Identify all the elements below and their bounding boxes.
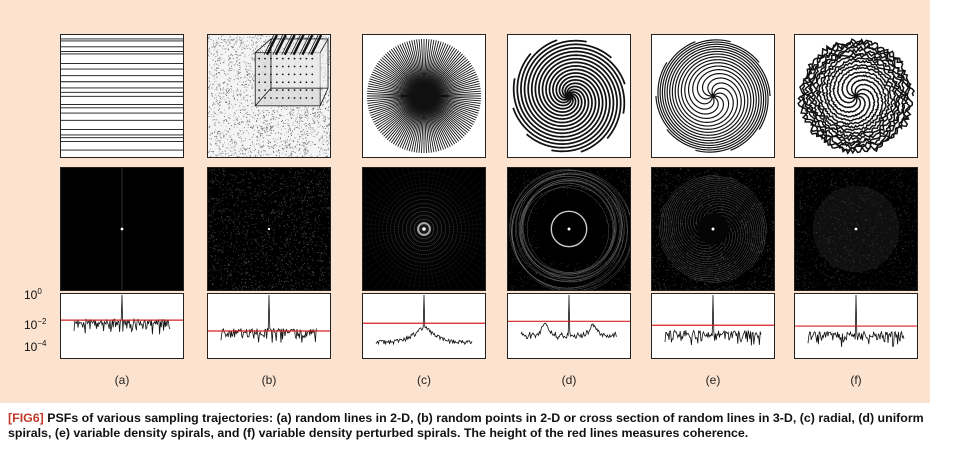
column-e: (e) [651,0,775,403]
psf-profile [375,294,473,346]
coherence-plot-a [60,293,184,359]
trajectory-image-d [507,34,631,158]
y-tick-1e-4: 10−4 [24,339,47,354]
psf-image-e [651,167,775,291]
column-d: (d) [507,0,631,403]
trajectory-image-f [794,34,918,158]
coherence-plot-c [362,293,486,359]
column-b: (b) [207,0,331,403]
column-a: (a) [60,0,184,403]
trajectory-image-e [651,34,775,158]
trajectory-image-c [362,34,486,158]
column-f: (f) [794,0,918,403]
panel-label-a: (a) [114,373,130,387]
panel-label-c: (c) [417,373,431,387]
y-tick-1e-2: 10−2 [24,317,47,332]
figure-caption: [FIG6] PSFs of various sampling trajecto… [8,411,938,441]
panel-label-d: (d) [561,373,577,387]
coherence-plot-b [207,293,331,359]
psf-image-c [362,167,486,291]
y-tick-1e0: 100 [24,287,42,302]
coherence-plot-f [794,293,918,359]
psf-image-f [794,167,918,291]
psf-image-d [507,167,631,291]
figure-tag: [FIG6] [8,411,44,425]
panel-label-b: (b) [261,373,277,387]
panel-label-e: (e) [705,373,721,387]
psf-profile [520,294,618,341]
psf-image-b [207,167,331,291]
psf-profile [73,294,171,335]
psf-profile [807,294,905,348]
caption-text: PSFs of various sampling trajectories: (… [8,411,924,440]
column-c: (c) [362,0,486,403]
figure-panel: 100 10−2 10−4 (a) (b) (c) (d) (e) (f) [0,0,930,403]
psf-profile [664,294,762,346]
coherence-plot-e [651,293,775,359]
panel-label-f: (f) [850,373,862,387]
coherence-plot-d [507,293,631,359]
trajectory-image-a [60,34,184,158]
psf-image-a [60,167,184,291]
trajectory-image-b [207,34,331,158]
